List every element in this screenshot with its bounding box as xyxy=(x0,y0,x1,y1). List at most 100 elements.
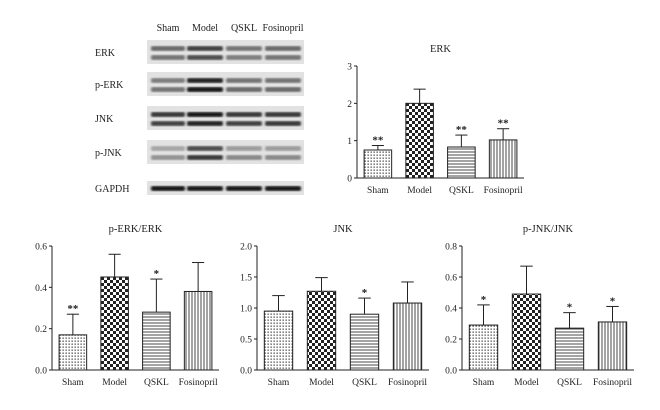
blot-band xyxy=(226,112,262,117)
y-tick-label: 0.8 xyxy=(445,243,457,253)
y-tick-label: 0 xyxy=(347,175,352,185)
blot-lane-label: Model xyxy=(192,23,218,34)
significance-marker: ** xyxy=(67,303,79,315)
x-tick-label: Model xyxy=(309,378,334,388)
blot-band xyxy=(226,121,262,126)
blot-band xyxy=(226,46,262,51)
blot-band xyxy=(226,78,262,83)
bar xyxy=(183,290,213,371)
blot-band xyxy=(265,46,301,51)
blot-band xyxy=(265,155,301,160)
x-tick-label: Sham xyxy=(473,378,495,388)
blot-band xyxy=(226,186,262,191)
blot-band xyxy=(265,186,301,191)
bar xyxy=(405,102,434,179)
y-tick-label: 0.4 xyxy=(35,284,47,294)
y-tick-label: 0.0 xyxy=(35,367,47,377)
blot-band xyxy=(187,87,223,92)
x-tick-label: Fosinopril xyxy=(388,378,427,388)
blot-row-label: GAPDH xyxy=(95,184,129,195)
blot-band xyxy=(187,155,223,160)
jnk-bar-chart: JNK 0.0 0.5 1.0 1.5 2.0 Sham Model * QSKL Fosinopr… xyxy=(240,224,429,388)
x-tick-label: Fosinopril xyxy=(484,186,523,196)
significance-marker: * xyxy=(481,294,487,306)
y-tick-label: 2 xyxy=(347,100,352,110)
blot-band xyxy=(151,155,185,160)
y-tick-label: 1.5 xyxy=(240,274,252,284)
blot-band xyxy=(265,55,301,60)
blot-band xyxy=(151,146,185,151)
y-tick-label: 3 xyxy=(347,63,352,73)
blot-row: p-ERK xyxy=(95,72,304,96)
y-tick-label: 0.6 xyxy=(445,274,457,284)
x-tick-label: Model xyxy=(407,186,432,196)
erk-bar-chart: ERK 0 1 2 3 ** Sham Model ** QSKL ** Fosinopril xyxy=(347,44,524,196)
blot-band xyxy=(151,55,185,60)
bar xyxy=(306,290,337,371)
blot-band xyxy=(151,78,185,83)
blot-band xyxy=(226,87,262,92)
western-blot-panel: Sham Model QSKL Fosinopril ERK p-ERK JNK p-JNK… xyxy=(95,23,304,195)
blot-band xyxy=(187,112,223,117)
bar xyxy=(447,146,476,179)
chart-title: ERK xyxy=(430,44,451,55)
x-tick-label: Sham xyxy=(268,378,290,388)
blot-row: ERK xyxy=(95,40,304,64)
y-tick-label: 0.2 xyxy=(445,336,457,346)
significance-marker: * xyxy=(362,287,368,299)
x-tick-label: QSKL xyxy=(352,378,377,388)
bar xyxy=(363,149,393,179)
blot-band xyxy=(265,87,301,92)
significance-marker: ** xyxy=(456,124,468,136)
bar xyxy=(263,310,294,371)
blot-band xyxy=(226,55,262,60)
x-tick-label: Fosinopril xyxy=(593,378,632,388)
x-tick-label: QSKL xyxy=(144,378,169,388)
x-tick-label: Sham xyxy=(367,186,389,196)
blot-band xyxy=(187,46,223,51)
y-tick-label: 0.4 xyxy=(445,305,457,315)
p-jnk-jnk-bar-chart: p-JNK/JNK 0.0 0.2 0.4 0.6 0.8 * Sham Model * QSKL *… xyxy=(445,224,634,388)
blot-band xyxy=(265,146,301,151)
x-tick-label: Model xyxy=(514,378,539,388)
blot-lane-label: Sham xyxy=(157,23,180,34)
blot-band xyxy=(187,55,223,60)
blot-band xyxy=(151,112,185,117)
blot-row: JNK xyxy=(95,106,304,130)
blot-band xyxy=(187,186,223,191)
blot-band xyxy=(151,121,185,126)
x-tick-label: QSKL xyxy=(449,186,474,196)
blot-lane-label: Fosinopril xyxy=(262,23,303,34)
bar xyxy=(349,313,380,371)
significance-marker: * xyxy=(154,268,160,280)
significance-marker: ** xyxy=(498,118,510,130)
y-tick-label: 1 xyxy=(347,137,352,147)
chart-title: JNK xyxy=(333,224,353,235)
blot-band xyxy=(151,87,185,92)
chart-title: p-ERK/ERK xyxy=(109,224,163,235)
x-tick-label: Model xyxy=(102,378,127,388)
blot-band xyxy=(265,78,301,83)
blot-band xyxy=(265,112,301,117)
blot-row-label: p-JNK xyxy=(95,148,122,159)
significance-marker: * xyxy=(610,295,616,307)
blot-band xyxy=(151,186,185,191)
y-tick-label: 2.0 xyxy=(240,243,252,253)
blot-lane-label: QSKL xyxy=(231,23,257,34)
blot-band xyxy=(187,146,223,151)
bar xyxy=(392,302,423,371)
blot-row: p-JNK xyxy=(95,140,304,164)
blot-band xyxy=(226,155,262,160)
blot-row: GAPDH xyxy=(95,181,304,195)
bar xyxy=(554,327,585,371)
bar xyxy=(468,324,499,371)
bar xyxy=(597,321,628,371)
bar xyxy=(58,334,88,371)
x-tick-label: Fosinopril xyxy=(179,378,218,388)
x-tick-label: QSKL xyxy=(557,378,582,388)
blot-band xyxy=(226,146,262,151)
blot-band xyxy=(187,78,223,83)
y-tick-label: 0.5 xyxy=(240,336,252,346)
bar xyxy=(142,311,171,371)
significance-marker: * xyxy=(567,302,573,314)
